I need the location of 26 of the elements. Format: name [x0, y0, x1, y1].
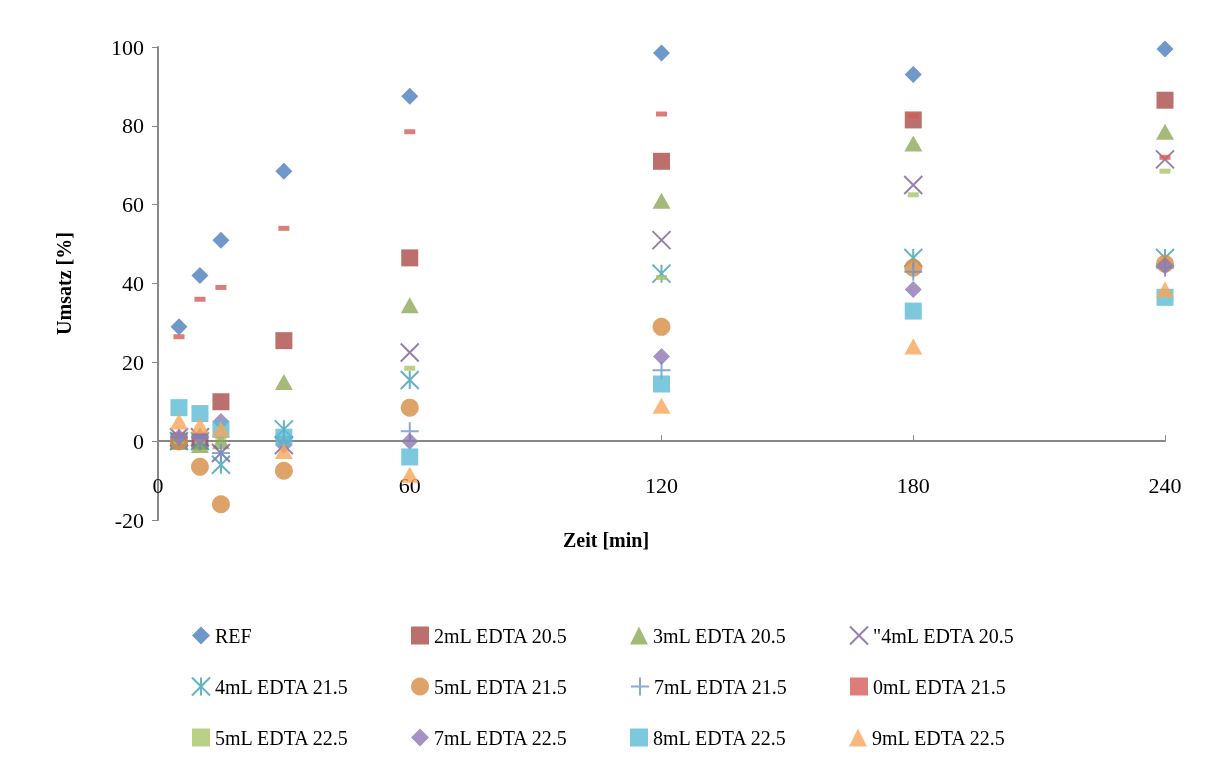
legend-label: 8mL EDTA 22.5: [653, 726, 786, 749]
y-tick-label: 80: [122, 113, 144, 139]
legend-label: REF: [215, 624, 252, 647]
y-tick-label: -20: [114, 507, 144, 533]
x-tick-label: 60: [398, 472, 421, 498]
y-tick-label: 40: [122, 271, 144, 296]
legend-label: 2mL EDTA 20.5: [434, 624, 567, 647]
legend-label: 7mL EDTA 21.5: [654, 675, 787, 698]
y-tick-label: 100: [111, 34, 144, 60]
y-tick-label: 20: [122, 349, 144, 375]
legend-label: 7mL EDTA 22.5: [434, 726, 567, 749]
x-tick-label: 0: [152, 472, 164, 498]
legend-label: 5mL EDTA 21.5: [434, 675, 567, 698]
x-tick-label: 180: [896, 472, 930, 498]
legend-label: 5mL EDTA 22.5: [215, 726, 348, 749]
legend-label: "4mL EDTA 20.5: [873, 624, 1014, 647]
x-tick-label: 120: [645, 472, 678, 498]
legend-label: 4mL EDTA 21.5: [215, 675, 348, 698]
legend-label: 9mL EDTA 22.5: [872, 726, 1005, 749]
y-axis-title: Umsatz [%]: [53, 232, 75, 335]
y-tick-label: 0: [133, 428, 144, 454]
y-tick-label: 60: [122, 192, 144, 218]
legend-label: 0mL EDTA 21.5: [873, 675, 1006, 698]
legend-label: 3mL EDTA 20.5: [653, 624, 786, 647]
x-tick-label: 240: [1148, 472, 1182, 498]
x-axis-title: Zeit [min]: [563, 529, 650, 551]
